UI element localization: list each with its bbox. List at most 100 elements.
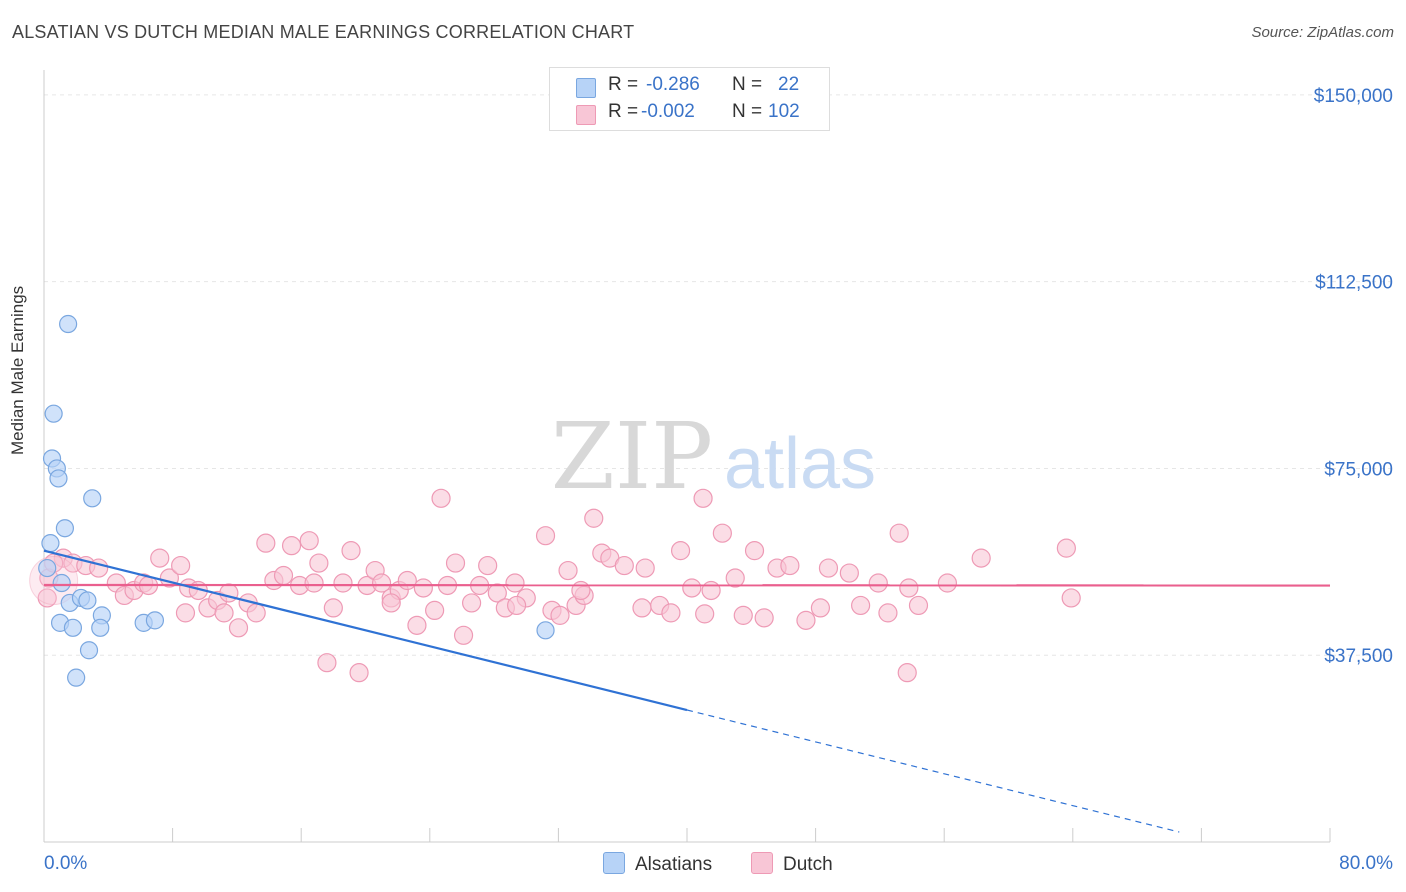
dutch-point [273,565,294,586]
watermark-zip: ZIP [551,403,713,510]
dutch-point [256,533,276,553]
alsatian-point [49,469,68,488]
bottom-legend-dutch: Dutch [751,852,833,876]
dutch-point [478,555,498,576]
dutch-point [818,558,839,578]
dutch-point [614,555,634,576]
legend-r-label: R = [608,101,639,122]
legend-n-label: N = [732,74,763,95]
dutch-point [550,605,570,625]
dutch-point [780,555,800,576]
alsatians-swatch [576,78,596,98]
y-tick-label: $75,000 [1324,459,1393,480]
dutch-point [632,598,652,618]
dutch-point [425,600,445,621]
alsatian-point [44,404,63,423]
dutch-point [323,598,343,618]
dutch-point [150,548,170,568]
alsatian-point [145,611,165,630]
alsatian-trend-extension [686,709,1180,833]
dutch-point [349,663,369,683]
y-axis-label: Median Male Earnings [8,285,27,455]
y-tick-label: $150,000 [1314,86,1393,107]
dutch-point [670,541,691,561]
legend-r-value: -0.002 [641,101,695,122]
dutch-point [431,488,451,508]
alsatians-legend-swatch [603,852,625,874]
dutch-point [796,610,816,630]
x-tick-label: 80.0% [1339,853,1393,874]
dutch-point [413,578,433,598]
dutch-point [281,536,302,556]
legend-r-label: R = [608,74,639,95]
dutch-point [299,531,319,551]
dutch-legend-swatch [751,852,773,874]
dutch-point [584,508,604,528]
dutch-legend-label: Dutch [783,854,833,875]
dutch-point [908,595,929,616]
dutch-point [889,523,909,543]
dutch-point [693,488,713,508]
dutch-point [445,553,466,573]
dutch-point [333,573,353,593]
dutch-point [246,603,266,623]
dutch-point [304,573,324,593]
alsatian-point [536,621,555,640]
dutch-point [37,588,57,608]
dutch-point [1061,588,1081,608]
dutch-point [839,563,859,583]
alsatian-trend-line [43,549,688,712]
alsatian-point [55,519,74,538]
dutch-point [899,578,919,598]
alsatians-legend-label: Alsatians [635,854,713,875]
dutch-swatch [576,105,596,125]
alsatian-point [52,573,71,593]
alsatian-points [38,314,555,687]
alsatian-point [67,668,86,687]
dutch-point [381,593,401,613]
alsatian-point [83,489,102,508]
dutch-point [810,598,831,618]
watermark: ZIP atlas [551,403,876,510]
chart-title: ALSATIAN VS DUTCH MEDIAN MALE EARNINGS C… [12,22,635,42]
dutch-point [878,603,898,623]
alsatian-point [38,558,57,578]
dutch-point [397,570,417,591]
dutch-point [309,553,329,573]
bottom-legend-alsatians: Alsatians [603,852,712,876]
dutch-point [228,618,249,638]
dutch-point [507,595,527,616]
dutch-point [695,604,715,624]
legend-n-label: N = [732,101,763,122]
dutch-point [682,578,702,598]
dutch-point [505,573,525,593]
trend-lines [43,549,1331,833]
dutch-point [725,568,745,588]
alsatian-point [78,591,97,610]
dutch-point [733,605,753,625]
dutch-point [712,523,732,543]
dutch-point [851,595,871,616]
correlation-legend: R = -0.286 N = 22 R = -0.002 N = 102 [549,67,830,131]
legend-row-dutch: R = -0.002 N = 102 [550,101,829,127]
alsatian-point [41,534,60,553]
dutch-point [171,555,191,576]
dutch-point [461,593,482,613]
alsatian-point [91,618,110,637]
legend-row-alsatians: R = -0.286 N = 22 [550,74,829,100]
alsatian-point [79,641,99,660]
dutch-point [897,663,917,683]
dutch-point [868,573,888,593]
dutch-point [1056,538,1076,558]
dutch-point [214,603,234,623]
dutch-point [317,653,337,673]
dutch-point [341,541,361,561]
watermark-atlas: atlas [724,424,876,504]
legend-n-value: 22 [778,74,800,95]
alsatian-point [63,618,83,637]
dutch-point [371,573,392,593]
y-tick-label: $37,500 [1324,646,1393,667]
legend-r-value: -0.286 [646,74,700,95]
dutch-point [754,608,774,628]
